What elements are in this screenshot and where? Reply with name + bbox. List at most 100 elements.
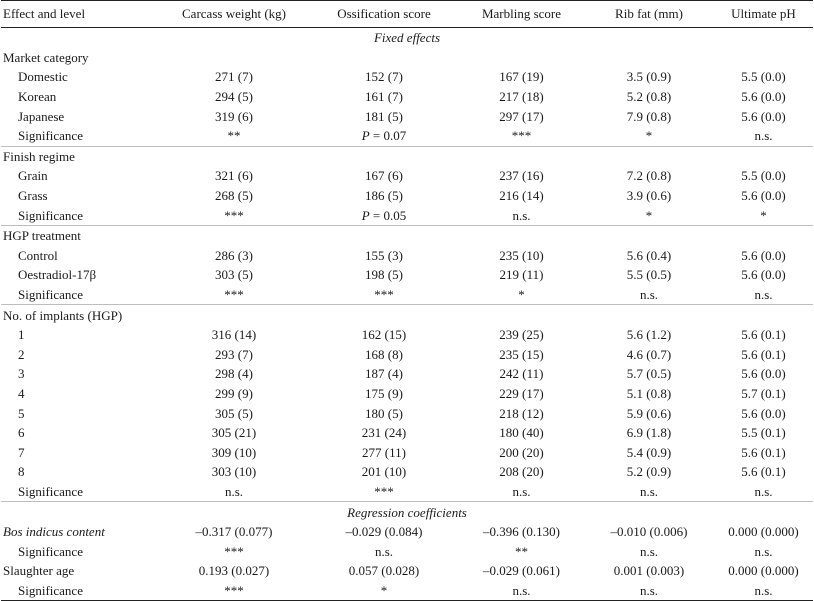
table-row: Grain 321 (6) 167 (6) 237 (16) 7.2 (0.8) 5.5 …	[1, 166, 813, 186]
table-cell: 5.9 (0.6)	[626, 405, 672, 421]
table-row: Significance *** * n.s. n.s. n.s.	[1, 580, 813, 601]
table-cell: ***	[511, 128, 532, 144]
table-cell: –0.396 (0.130)	[483, 524, 560, 540]
group-heading-row: Market category	[1, 48, 813, 68]
table-cell: 7.9 (0.8)	[626, 108, 672, 124]
table-cell: 5.7 (0.5)	[626, 366, 672, 382]
table-row: Control 286 (3) 155 (3) 235 (10) 5.6 (0.4) 5.…	[1, 246, 813, 266]
table-cell: 161 (7)	[365, 89, 403, 105]
row-label: Grain	[18, 168, 48, 184]
group-heading-row: HGP treatment	[1, 224, 813, 246]
column-header: Ultimate pH	[714, 0, 813, 28]
table-row: Significance *** P = 0.05 n.s. * *	[1, 205, 813, 225]
table-cell: 0.001 (0.003)	[613, 563, 685, 579]
table-cell: 277 (11)	[362, 444, 406, 460]
row-label: Significance	[18, 207, 83, 223]
table-cell: ***	[224, 287, 244, 303]
row-label: Oestradiol-17β	[18, 267, 97, 283]
section-heading-row: Fixed effects	[1, 28, 813, 48]
table-cell: 217 (18)	[499, 89, 544, 105]
table-cell: 268 (5)	[215, 188, 253, 204]
table-cell: 0.057 (0.028)	[348, 563, 420, 579]
table-cell: 200 (20)	[499, 444, 544, 460]
row-label: Bos indicus content	[3, 524, 105, 540]
table-cell: n.s.	[374, 543, 394, 559]
row-label: 3	[18, 366, 25, 382]
table-cell: n.s.	[224, 483, 244, 499]
table-cell: 0.193 (0.027)	[198, 563, 270, 579]
table-cell: 5.6 (0.0)	[741, 247, 786, 263]
table-row: Korean 294 (5) 161 (7) 217 (18) 5.2 (0.8) 5.6…	[1, 87, 813, 107]
table-cell: 5.4 (0.9)	[626, 444, 672, 460]
table-cell: 152 (7)	[365, 69, 403, 85]
group-label: No. of implants (HGP)	[1, 304, 813, 325]
table-row: 4 299 (9) 175 (9) 229 (17) 5.1 (0.8) 5.7 (0.1…	[1, 384, 813, 404]
column-header: Effect and level	[1, 0, 159, 28]
row-label: Significance	[18, 287, 83, 303]
table-cell: n.s.	[584, 580, 714, 601]
table-cell: 305 (5)	[215, 405, 253, 421]
row-label: Slaughter age	[3, 563, 75, 579]
table-cell: 0.000 (0.000)	[728, 563, 799, 579]
table-cell: 237 (16)	[499, 168, 544, 184]
table-cell: 5.2 (0.9)	[626, 464, 672, 480]
table-cell: 167 (6)	[365, 168, 403, 184]
table-body: Fixed effects Market category Domestic 271 …	[1, 28, 813, 601]
table-cell: 5.5 (0.5)	[626, 267, 672, 283]
row-label: Significance	[18, 543, 83, 559]
group-heading-row: Finish regime	[1, 145, 813, 167]
header-row: Effect and level Carcass weight (kg) Oss…	[1, 0, 813, 28]
table-cell: 181 (5)	[365, 108, 403, 124]
table-cell: 235 (10)	[499, 247, 544, 263]
table-cell: *	[518, 287, 525, 303]
table-cell: 316 (14)	[211, 327, 257, 343]
table-header: Effect and level Carcass weight (kg) Oss…	[1, 0, 813, 28]
table-cell: 5.5 (0.0)	[741, 168, 786, 184]
table-row: Significance ** P = 0.07 *** * n.s.	[1, 126, 813, 146]
table-cell: 271 (7)	[215, 69, 253, 85]
table-cell: 6.9 (1.8)	[626, 425, 672, 441]
table-cell: –0.029 (0.084)	[345, 524, 423, 540]
table-cell: 186 (5)	[365, 188, 403, 204]
table-cell: 0.000 (0.000)	[728, 524, 799, 540]
table-cell: 198 (5)	[365, 267, 403, 283]
table-row: 2 293 (7) 168 (8) 235 (15) 4.6 (0.7) 5.6 (0.1…	[1, 345, 813, 365]
table-cell: ***	[374, 287, 394, 303]
table-cell: 155 (3)	[365, 247, 403, 263]
coefficient-row: Slaughter age 0.193 (0.027) 0.057 (0.028) –…	[1, 561, 813, 581]
table-cell: 168 (8)	[365, 346, 403, 362]
section-heading: Regression coefficients	[1, 501, 813, 522]
table-cell: n.s.	[512, 483, 531, 499]
table-cell: 5.1 (0.8)	[626, 385, 672, 401]
table-cell: 5.6 (0.1)	[741, 444, 786, 460]
table-cell: 5.5 (0.1)	[741, 425, 786, 441]
row-label: 7	[18, 444, 25, 460]
group-label: Market category	[3, 49, 89, 65]
table-cell: 303 (10)	[211, 464, 257, 480]
section-heading: Fixed effects	[373, 30, 441, 46]
table-cell: 167 (19)	[499, 69, 544, 85]
table-cell: 5.6 (0.0)	[741, 366, 786, 382]
table-cell: 298 (4)	[215, 366, 253, 382]
table-cell: n.s.	[754, 128, 773, 144]
table-cell: n.s.	[639, 543, 659, 559]
table-cell: 299 (9)	[215, 385, 253, 401]
table-row: Significance *** n.s. ** n.s. n.s.	[1, 541, 813, 561]
table-cell: 218 (12)	[499, 405, 544, 421]
table-cell: 309 (10)	[211, 444, 257, 460]
table-cell: 216 (14)	[499, 188, 544, 204]
table-cell: –0.010 (0.006)	[610, 524, 688, 540]
row-label: Significance	[1, 580, 159, 601]
table-cell: 321 (6)	[215, 168, 253, 184]
table-cell: 5.6 (0.0)	[741, 188, 786, 204]
table-cell: 235 (15)	[499, 346, 544, 362]
table-cell: 3.9 (0.6)	[626, 188, 672, 204]
table-row: 7 309 (10) 277 (11) 200 (20) 5.4 (0.9) 5.6 (0…	[1, 442, 813, 462]
table-cell: 175 (9)	[365, 385, 403, 401]
table-cell: 319 (6)	[215, 108, 253, 124]
row-label: 4	[18, 385, 25, 401]
row-label: 5	[18, 405, 25, 421]
table-cell: ***	[374, 483, 394, 499]
